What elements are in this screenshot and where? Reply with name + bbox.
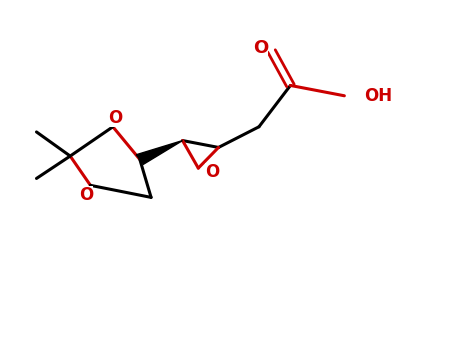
Text: O: O bbox=[205, 162, 219, 181]
Text: O: O bbox=[253, 38, 268, 57]
Text: O: O bbox=[108, 109, 122, 127]
Text: O: O bbox=[79, 186, 93, 204]
Text: OH: OH bbox=[364, 87, 393, 105]
Polygon shape bbox=[136, 141, 182, 164]
